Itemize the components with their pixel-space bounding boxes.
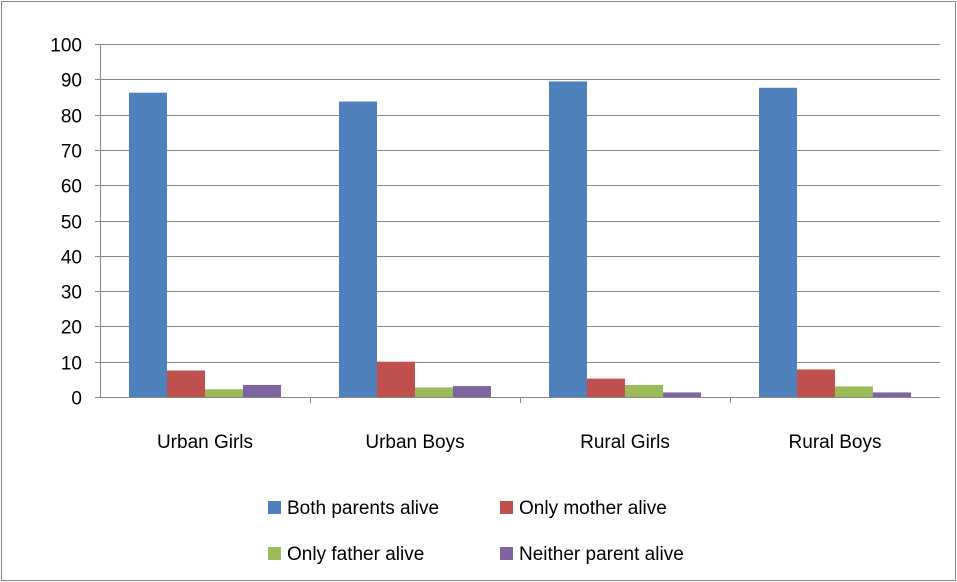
bar-only-father-alive	[205, 389, 243, 397]
bar-both-parents-alive	[129, 92, 167, 398]
legend-swatch	[500, 547, 513, 560]
y-tick-label: 70	[61, 142, 82, 163]
y-tick-label: 20	[61, 318, 82, 339]
y-tick-label: 10	[61, 354, 82, 375]
bar-both-parents-alive	[339, 101, 377, 397]
bar-neither-parent-alive	[453, 386, 491, 397]
legend-label: Only father alive	[287, 544, 424, 565]
bar-only-father-alive	[835, 386, 873, 397]
y-tick-label: 30	[61, 283, 82, 304]
x-category-label: Rural Girls	[580, 432, 670, 453]
bar-neither-parent-alive	[663, 392, 701, 397]
x-category-label: Urban Boys	[365, 432, 464, 453]
bar-neither-parent-alive	[243, 384, 281, 397]
legend-label: Neither parent alive	[519, 544, 684, 565]
axes	[95, 44, 940, 403]
bar-only-mother-alive	[587, 378, 625, 397]
x-category-label: Urban Girls	[157, 432, 253, 453]
legend-swatch	[268, 501, 281, 514]
y-tick-labels: 0 10 20 30 40 50 60 70 80 90 100	[50, 36, 82, 410]
x-category-labels: Urban Girls Urban Boys Rural Girls Rural Bo…	[157, 432, 882, 453]
bar-only-father-alive	[415, 387, 453, 397]
y-tick-label: 80	[61, 107, 82, 128]
y-tick-label: 100	[50, 36, 82, 57]
y-tick-label: 40	[61, 248, 82, 269]
legend-swatch	[500, 501, 513, 514]
bar-only-mother-alive	[167, 370, 205, 397]
bar-both-parents-alive	[549, 81, 587, 397]
y-tick-label: 50	[61, 213, 82, 234]
bar-only-mother-alive	[797, 369, 835, 397]
bar-only-father-alive	[625, 384, 663, 397]
gridlines	[100, 44, 940, 363]
bars	[129, 81, 911, 398]
legend: Both parents alive Only mother alive Only …	[268, 498, 684, 565]
bar-only-mother-alive	[377, 361, 415, 397]
bar-both-parents-alive	[759, 87, 797, 397]
legend-swatch	[268, 547, 281, 560]
legend-label: Only mother alive	[519, 498, 667, 519]
legend-label: Both parents alive	[287, 498, 439, 519]
bar-neither-parent-alive	[873, 392, 911, 397]
y-tick-label: 0	[71, 389, 82, 410]
y-tick-label: 90	[61, 71, 82, 92]
x-category-label: Rural Boys	[789, 432, 882, 453]
y-tick-label: 60	[61, 177, 82, 198]
